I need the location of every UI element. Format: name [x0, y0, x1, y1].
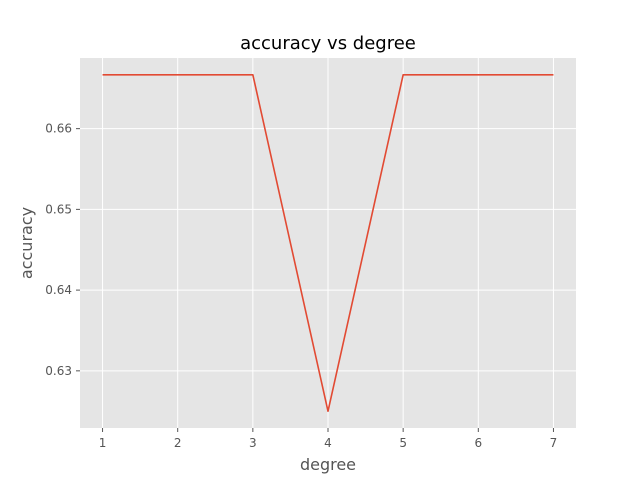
series-line [102, 73, 554, 413]
x-axis-ticks: 1 2 3 4 5 6 7 [99, 428, 558, 450]
x-tick-label: 3 [249, 436, 257, 450]
y-axis-label: accuracy [17, 207, 36, 279]
grid-lines [80, 58, 576, 428]
x-tick-label: 7 [550, 436, 558, 450]
y-tick-label: 0.64 [45, 283, 72, 297]
y-tick-label: 0.63 [45, 364, 72, 378]
y-tick-label: 0.66 [45, 122, 72, 136]
x-tick-label: 4 [324, 436, 332, 450]
y-axis-ticks: 0.63 0.64 0.65 0.66 [45, 122, 80, 378]
x-tick-label: 2 [174, 436, 182, 450]
x-tick-label: 1 [99, 436, 107, 450]
x-tick-label: 6 [474, 436, 482, 450]
x-tick-label: 5 [399, 436, 407, 450]
series-layer [102, 73, 554, 413]
y-tick-label: 0.65 [45, 202, 72, 216]
chart-title: accuracy vs degree [240, 33, 416, 54]
x-axis-label: degree [300, 455, 356, 474]
